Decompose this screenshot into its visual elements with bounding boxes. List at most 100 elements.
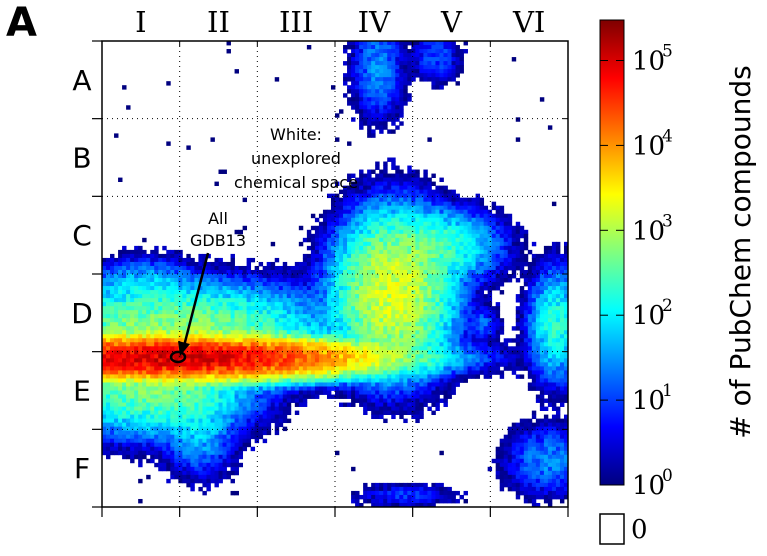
density-cell: [126, 382, 131, 387]
density-cell: [274, 350, 280, 355]
density-cell: [174, 306, 179, 311]
density-cell: [379, 49, 384, 54]
density-cell: [146, 269, 151, 275]
density-cell: [371, 378, 376, 383]
density-cell: [391, 57, 396, 62]
density-cell: [455, 322, 460, 327]
density-cell: [174, 338, 179, 343]
density-cell: [355, 249, 360, 255]
density-cell: [355, 261, 360, 267]
density-cell: [339, 282, 344, 287]
density-cell: [479, 278, 485, 283]
density-cell: [443, 65, 448, 70]
density-cell: [435, 197, 440, 203]
density-cell: [551, 249, 557, 255]
density-cell: [451, 274, 456, 279]
density-cell: [431, 181, 436, 187]
density-cell: [162, 326, 167, 331]
density-cell: [391, 233, 396, 239]
density-cell: [471, 217, 477, 223]
density-cell: [551, 278, 557, 283]
density-cell: [559, 370, 565, 375]
density-cell: [383, 237, 388, 243]
density-cell: [551, 330, 557, 335]
density-cell: [379, 105, 384, 110]
density-cell: [435, 342, 440, 347]
density-cell: [330, 334, 336, 339]
density-cell: [330, 342, 336, 347]
density-cell: [222, 378, 227, 383]
density-cell: [519, 290, 525, 295]
density-cell: [411, 253, 416, 259]
density-cell: [499, 269, 505, 275]
density-cell: [371, 177, 376, 183]
density-cell: [182, 322, 187, 327]
density-cell: [222, 318, 227, 323]
density-cell: [415, 213, 420, 219]
density-cell: [367, 265, 372, 271]
density-cell: [310, 338, 316, 343]
density-cell: [166, 354, 171, 359]
density-cell: [455, 298, 460, 303]
density-cell: [182, 366, 187, 371]
density-cell: [154, 346, 159, 351]
density-cell: [130, 334, 135, 339]
density-cell: [375, 57, 380, 62]
density-cell: [314, 282, 320, 287]
density-cell: [475, 346, 481, 351]
density-cell: [270, 294, 276, 299]
density-cell: [122, 346, 127, 351]
density-cell: [186, 286, 191, 291]
density-cell: [459, 274, 464, 279]
density-cell: [310, 330, 316, 335]
density-cell: [507, 265, 513, 271]
density-cell: [519, 229, 525, 235]
density-cell: [166, 278, 171, 283]
density-cell: [415, 49, 420, 54]
column-labels: I II III IV V VI: [135, 5, 545, 39]
density-cell: [491, 221, 497, 227]
density-cell: [326, 306, 332, 311]
density-cell: [322, 378, 328, 383]
density-cell: [322, 306, 328, 311]
density-cell: [535, 330, 541, 335]
density-cell: [535, 302, 541, 307]
density-cell: [419, 213, 424, 219]
density-cell: [186, 362, 191, 367]
density-cell: [262, 370, 268, 375]
density-cell: [543, 253, 549, 259]
density-cell: [363, 354, 368, 359]
density-cell: [395, 57, 400, 62]
density-cell: [162, 374, 167, 379]
density-cell: [258, 346, 264, 351]
density-cell: [266, 350, 272, 355]
density-cell: [539, 302, 545, 307]
density-cell: [395, 177, 400, 183]
density-cell: [314, 318, 320, 323]
density-cell: [443, 241, 448, 247]
density-cell: [455, 358, 460, 363]
density-cell: [427, 290, 432, 295]
density-cell: [359, 89, 364, 94]
density-cell: [375, 354, 380, 359]
density-cell: [198, 350, 203, 355]
density-cell: [343, 197, 348, 203]
density-cell: [122, 330, 127, 335]
density-cell: [186, 290, 191, 295]
density-cell: [226, 282, 231, 287]
density-cell: [138, 274, 143, 279]
density-cell: [202, 306, 207, 311]
density-cell: [102, 302, 107, 307]
density-cell: [322, 338, 328, 343]
density-cell: [375, 241, 380, 247]
density-cell: [407, 350, 412, 355]
density-cell: [391, 298, 396, 303]
density-cell: [254, 326, 260, 331]
column-label: III: [279, 5, 313, 39]
density-cell: [242, 330, 248, 335]
density-cell: [246, 261, 252, 267]
density-cell: [483, 322, 489, 327]
density-cell: [427, 225, 432, 231]
density-cell: [118, 294, 123, 299]
density-cell: [443, 77, 448, 82]
